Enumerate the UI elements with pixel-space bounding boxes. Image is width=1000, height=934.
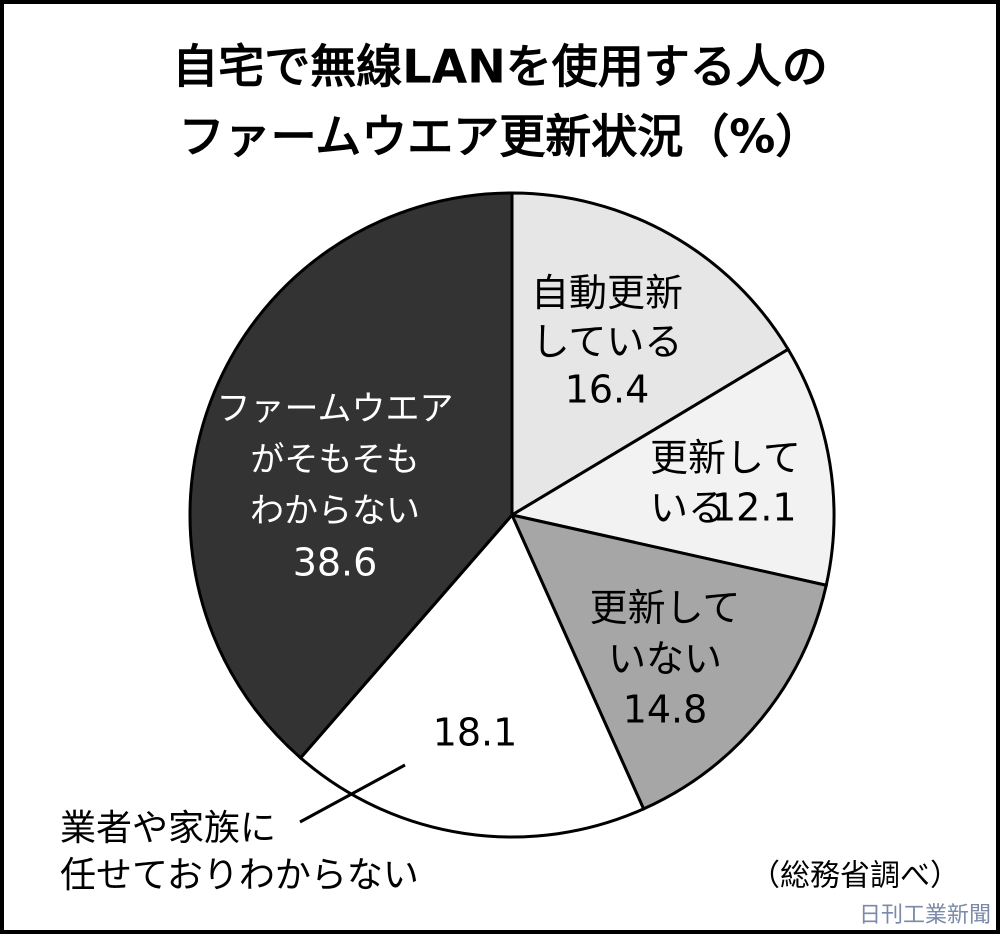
chart-title: ファームウエア更新状況（%） [179, 110, 822, 164]
slice-label: ファームウエアがそもそもわからない [217, 389, 454, 531]
pie-slice [510, 191, 791, 518]
slice-label: 自動更新している [531, 271, 683, 364]
value-label: 38.6 [293, 541, 378, 585]
value-label: 12.1 [712, 486, 797, 530]
pie-slice [509, 512, 829, 811]
watermark: 日刊工業新聞 [859, 903, 991, 928]
slice-label: 業者や家族に任せておりわからない [60, 808, 419, 896]
pie-slice [188, 191, 514, 760]
pie-slice [298, 512, 646, 839]
chart-title: 自宅で無線LANを使用する人の [172, 40, 827, 94]
leader-line [299, 763, 406, 824]
value-label: 16.4 [565, 368, 650, 412]
slice-label: 更新している [650, 436, 801, 530]
pie-slice [508, 347, 836, 588]
value-label: 18.1 [433, 711, 518, 755]
value-label: 14.8 [623, 688, 708, 732]
source: （総務省調べ） [750, 859, 960, 894]
slice-label: 更新していない [590, 586, 741, 681]
